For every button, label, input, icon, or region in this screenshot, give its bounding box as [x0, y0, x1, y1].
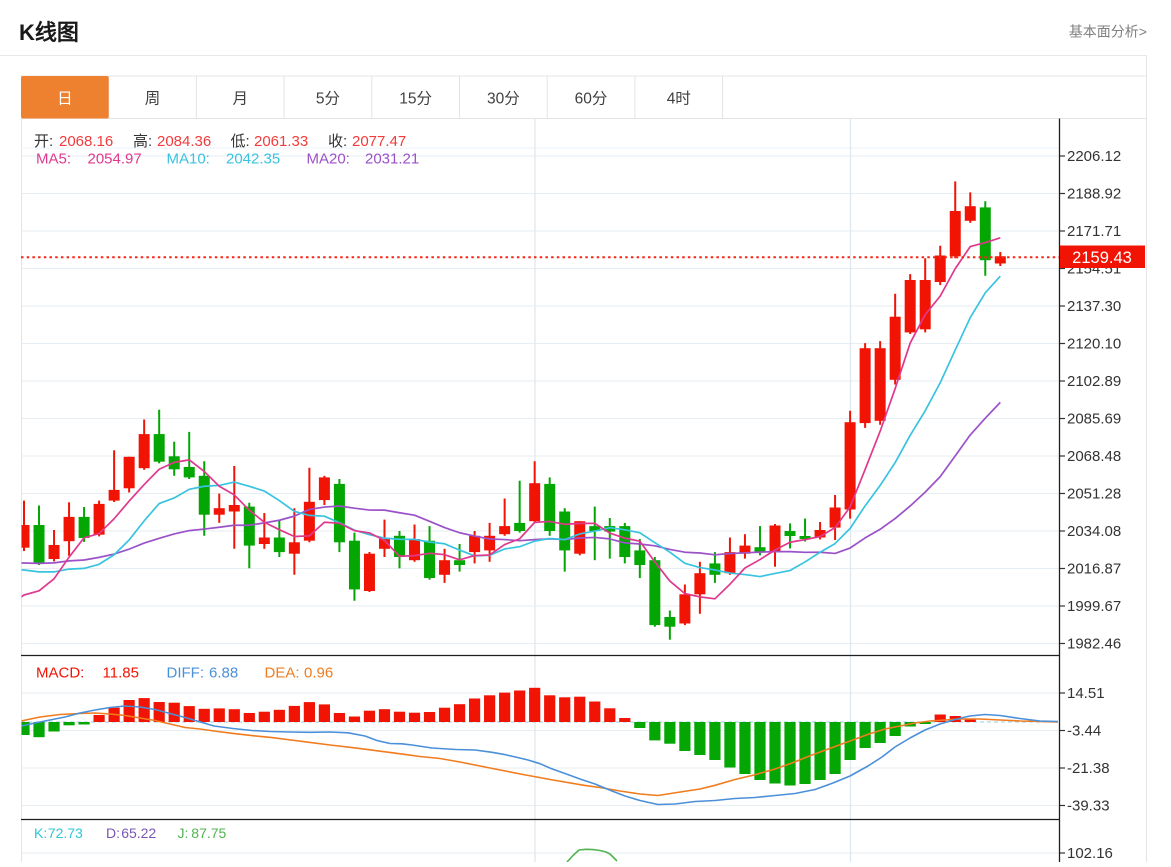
- svg-text:11.85: 11.85: [103, 665, 139, 682]
- svg-text:2120.10: 2120.10: [1067, 336, 1121, 353]
- svg-text:2051.28: 2051.28: [1067, 486, 1121, 503]
- svg-text:102.16: 102.16: [1067, 845, 1113, 862]
- svg-text:MA20:: MA20:: [307, 151, 350, 168]
- svg-text:2042.35: 2042.35: [226, 151, 280, 168]
- svg-text:60分: 60分: [575, 90, 608, 108]
- svg-text:2102.89: 2102.89: [1067, 373, 1121, 390]
- svg-text:4时: 4时: [667, 90, 691, 108]
- svg-text:月: 月: [232, 91, 248, 108]
- svg-text:2206.12: 2206.12: [1067, 148, 1121, 165]
- svg-text:-39.33: -39.33: [1067, 798, 1110, 815]
- svg-text:基本面分析>: 基本面分析>: [1069, 24, 1147, 40]
- svg-text:65.22: 65.22: [121, 825, 156, 841]
- svg-text:72.73: 72.73: [48, 825, 83, 841]
- svg-text:2077.47: 2077.47: [352, 133, 406, 150]
- svg-text:2054.97: 2054.97: [88, 151, 142, 168]
- svg-text:1982.46: 1982.46: [1067, 636, 1121, 653]
- svg-text:高:: 高:: [133, 133, 152, 150]
- svg-text:2171.71: 2171.71: [1067, 223, 1121, 240]
- svg-text:6.88: 6.88: [209, 665, 238, 682]
- svg-text:收:: 收:: [328, 133, 347, 150]
- svg-text:2188.92: 2188.92: [1067, 186, 1121, 203]
- svg-text:2016.87: 2016.87: [1067, 561, 1121, 578]
- svg-text:-21.38: -21.38: [1067, 760, 1110, 777]
- svg-text:K线图: K线图: [19, 20, 79, 45]
- svg-text:2061.33: 2061.33: [254, 133, 308, 150]
- svg-text:2159.43: 2159.43: [1072, 249, 1132, 267]
- svg-text:K:: K:: [34, 825, 47, 841]
- svg-text:5分: 5分: [316, 90, 340, 108]
- svg-text:2034.08: 2034.08: [1067, 523, 1121, 540]
- svg-text:D:: D:: [106, 825, 120, 841]
- svg-text:2068.48: 2068.48: [1067, 448, 1121, 465]
- svg-text:DEA:: DEA:: [265, 665, 300, 682]
- svg-text:日: 日: [57, 91, 73, 108]
- svg-text:1999.67: 1999.67: [1067, 598, 1121, 615]
- svg-text:2031.21: 2031.21: [365, 151, 419, 168]
- svg-text:15分: 15分: [399, 90, 432, 108]
- svg-text:MA10:: MA10:: [167, 151, 210, 168]
- svg-text:J:: J:: [178, 825, 189, 841]
- svg-text:开:: 开:: [34, 133, 53, 150]
- svg-text:-3.44: -3.44: [1067, 723, 1101, 740]
- svg-text:2137.30: 2137.30: [1067, 298, 1121, 315]
- svg-text:DIFF:: DIFF:: [167, 665, 205, 682]
- svg-text:2085.69: 2085.69: [1067, 411, 1121, 428]
- svg-text:MA5:: MA5:: [36, 151, 71, 168]
- svg-text:87.75: 87.75: [191, 825, 226, 841]
- svg-text:14.51: 14.51: [1067, 685, 1105, 702]
- svg-text:低:: 低:: [231, 133, 250, 150]
- svg-text:2084.36: 2084.36: [157, 133, 211, 150]
- svg-text:0.96: 0.96: [304, 665, 333, 682]
- svg-text:30分: 30分: [487, 90, 520, 108]
- svg-text:MACD:: MACD:: [36, 665, 84, 682]
- svg-text:周: 周: [145, 91, 161, 108]
- svg-text:2068.16: 2068.16: [59, 133, 113, 150]
